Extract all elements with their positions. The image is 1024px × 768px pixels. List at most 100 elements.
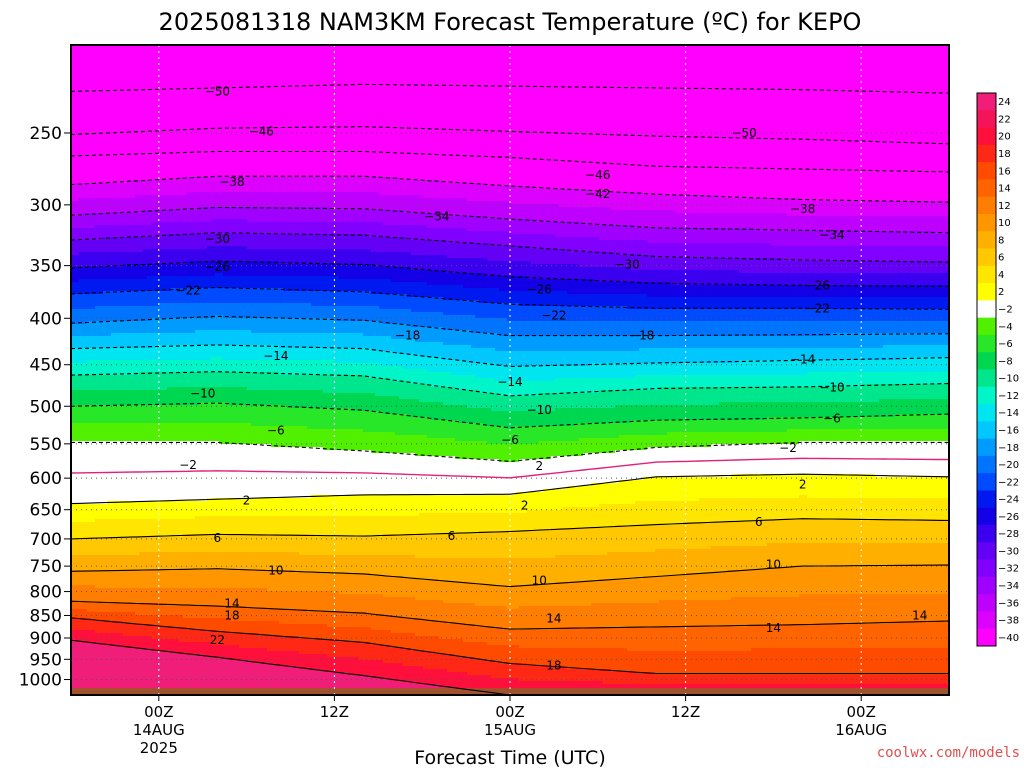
field-cell (483, 531, 488, 559)
field-cell (355, 234, 360, 250)
field-cell (443, 285, 448, 301)
field-cell (475, 363, 480, 379)
field-cell (375, 537, 380, 556)
field-cell (683, 270, 688, 286)
field-cell (499, 444, 504, 463)
field-cell (663, 549, 668, 577)
field-cell (99, 612, 104, 622)
field-cell (659, 651, 664, 676)
field-cell (551, 489, 556, 511)
field-cell (287, 666, 292, 695)
field-cell (355, 393, 360, 412)
field-cell (303, 654, 308, 670)
field-cell (371, 630, 376, 646)
field-cell (463, 198, 468, 217)
field-cell (447, 216, 452, 229)
field-cell (607, 504, 612, 529)
field-cell (271, 534, 276, 553)
field-cell (667, 600, 672, 628)
field-cell (415, 384, 420, 400)
field-cell (199, 318, 204, 331)
field-cell (75, 600, 80, 610)
field-cell (719, 651, 724, 676)
field-cell (187, 276, 192, 289)
field-cell (535, 681, 540, 695)
field-cell (259, 498, 264, 517)
field-cell (99, 279, 104, 295)
field-cell (539, 558, 544, 586)
field-cell (619, 672, 624, 685)
field-cell (391, 648, 396, 664)
field-cell (527, 279, 532, 292)
field-cell (203, 303, 208, 319)
field-cell (191, 333, 196, 346)
field-cell (379, 177, 384, 196)
field-cell (75, 609, 80, 619)
field-cell (183, 195, 188, 211)
field-cell (671, 405, 676, 421)
field-cell (495, 231, 500, 247)
field-cell (371, 393, 376, 412)
field-cell (663, 477, 668, 502)
field-cell (363, 594, 368, 613)
field-cell (315, 360, 320, 376)
field-cell (427, 651, 432, 670)
field-cell (131, 519, 136, 538)
field-cell (99, 588, 104, 604)
field-cell (99, 633, 104, 646)
field-cell (79, 522, 84, 541)
field-cell (299, 573, 304, 592)
field-cell (691, 213, 696, 229)
field-cell (155, 345, 160, 361)
field-cell (619, 423, 624, 436)
field-cell (155, 519, 160, 538)
field-cell (531, 321, 536, 337)
field-cell (611, 438, 616, 454)
field-cell (179, 387, 184, 406)
field-cell (575, 252, 580, 265)
field-cell (259, 177, 264, 193)
field-cell (535, 249, 540, 265)
field-cell (263, 222, 268, 235)
field-cell (251, 192, 256, 208)
field-cell (367, 615, 372, 628)
field-cell (491, 246, 496, 262)
field-cell (199, 402, 204, 424)
field-cell (415, 240, 420, 256)
field-cell (423, 282, 428, 298)
field-cell (411, 579, 416, 598)
field-cell (563, 528, 568, 556)
field-cell (675, 348, 680, 364)
field-cell (343, 321, 348, 334)
field-cell (179, 423, 184, 442)
field-cell (535, 531, 540, 559)
field-cell (427, 297, 432, 313)
field-cell (427, 600, 432, 622)
field-cell (607, 438, 612, 454)
field-cell (675, 576, 680, 601)
field-cell (407, 666, 412, 682)
field-cell (611, 579, 616, 604)
field-cell (547, 666, 552, 682)
field-cell (563, 456, 568, 490)
field-cell (587, 507, 592, 529)
field-cell (127, 237, 132, 253)
field-cell (579, 681, 584, 695)
field-cell (651, 348, 656, 364)
field-cell (311, 249, 316, 265)
field-cell (323, 408, 328, 430)
field-cell (207, 234, 212, 247)
field-cell (391, 555, 396, 577)
field-cell (459, 423, 464, 442)
field-cell (319, 348, 324, 361)
field-cell (599, 504, 604, 529)
field-cell (439, 534, 444, 559)
field-cell (399, 633, 404, 649)
field-cell (603, 336, 608, 352)
field-cell (179, 264, 184, 277)
field-cell (695, 258, 700, 271)
field-cell (223, 276, 228, 289)
field-cell (207, 402, 212, 424)
field-cell (327, 276, 332, 292)
field-cell (379, 645, 384, 661)
